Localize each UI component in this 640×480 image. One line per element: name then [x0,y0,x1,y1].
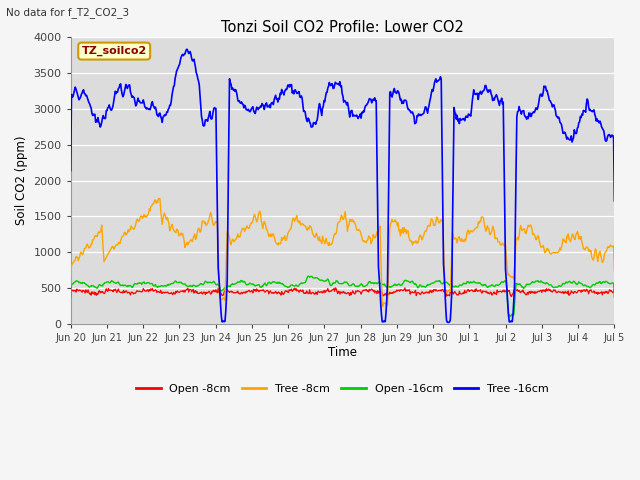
Y-axis label: Soil CO2 (ppm): Soil CO2 (ppm) [15,136,28,226]
Legend: Open -8cm, Tree -8cm, Open -16cm, Tree -16cm: Open -8cm, Tree -8cm, Open -16cm, Tree -… [132,380,554,398]
Text: No data for f_T2_CO2_3: No data for f_T2_CO2_3 [6,7,129,18]
X-axis label: Time: Time [328,346,357,359]
Title: Tonzi Soil CO2 Profile: Lower CO2: Tonzi Soil CO2 Profile: Lower CO2 [221,20,464,35]
Text: TZ_soilco2: TZ_soilco2 [81,46,147,56]
